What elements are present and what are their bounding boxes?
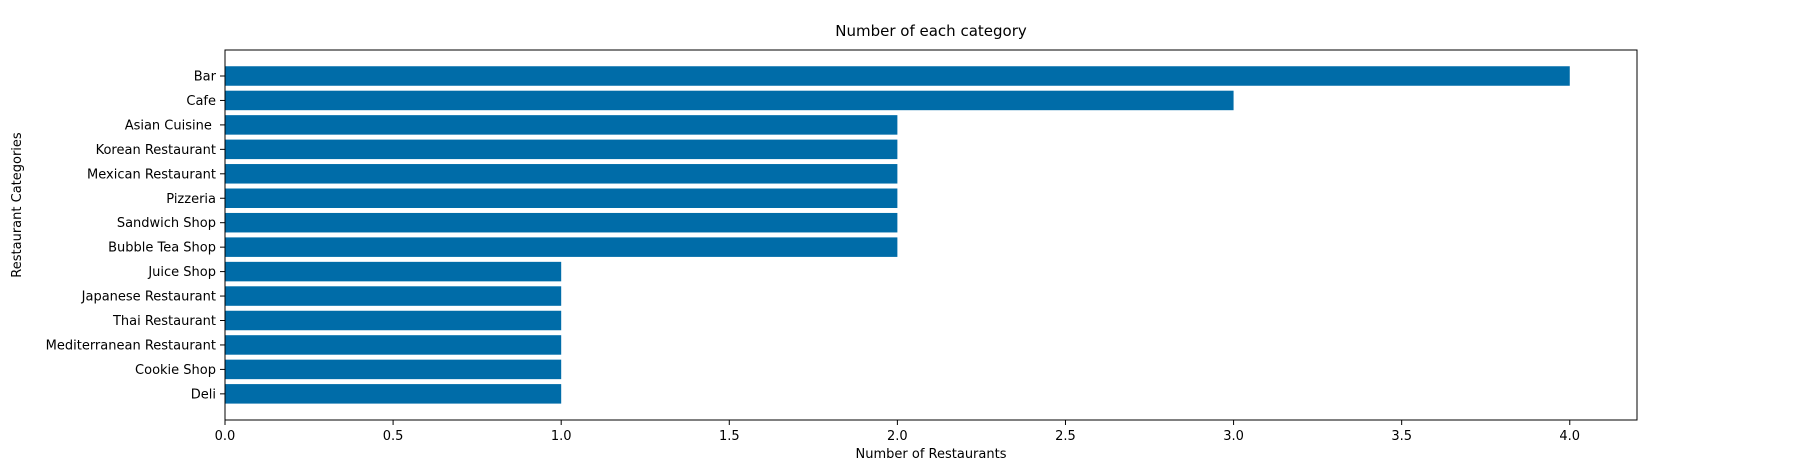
x-axis-label: Number of Restaurants [856,447,1007,462]
plot-frame [224,49,1638,421]
y-axis-label: Restaurant Categories [10,132,25,278]
bar-pizzeria [225,188,898,208]
bar-korean-restaurant [225,139,898,160]
bar-thai-restaurant [225,310,562,331]
x-tick-label: 3.5 [1391,429,1412,444]
bar-mexican-restaurant [225,164,898,184]
x-tick-label: 2.5 [1055,429,1076,444]
y-tick-labels-group: Bar Cafe Asian Cuisine Korean Restaurant Me… [46,70,225,402]
bar-deli [225,384,562,404]
bar-mediterranean-restaurant [225,335,562,355]
y-tick-label: Pizzeria [166,192,216,207]
bar-japanese-restaurant [225,286,562,306]
bar-cookie-shop [225,359,562,380]
y-tick-label: Asian Cuisine [125,118,216,133]
bar-cafe [225,90,1234,111]
y-tick-label: Korean Restaurant [96,143,216,158]
y-tick-label: Sandwich Shop [117,216,216,231]
x-tick-label: 1.0 [551,429,572,444]
y-tick-label: Deli [191,387,216,402]
x-tick-label: 4.0 [1559,429,1580,444]
chart-title: Number of each category [835,22,1027,40]
y-tick-label: Mexican Restaurant [87,167,216,182]
x-tick-label: 1.5 [719,429,740,444]
x-tick-label: 2.0 [887,429,908,444]
x-ticks-group: 0.0 0.5 1.0 1.5 2.0 2.5 3.0 3.5 4.0 [215,420,1580,444]
y-tick-label: Japanese Restaurant [81,290,216,305]
y-tick-label: Juice Shop [147,265,216,280]
y-tick-label: Mediterranean Restaurant [46,338,216,353]
bar-asian-cuisine [225,115,898,135]
bar-sandwich-shop [225,212,898,233]
y-tick-label: Cafe [186,94,216,109]
bar-bubble-tea-shop [225,237,898,257]
x-tick-label: 0.5 [383,429,404,444]
bar-juice-shop [225,261,562,282]
y-tick-label: Cookie Shop [135,363,216,378]
x-tick-label: 3.0 [1223,429,1244,444]
x-tick-label: 0.0 [215,429,236,444]
y-tick-label: Bubble Tea Shop [108,241,216,256]
y-tick-label: Thai Restaurant [112,314,216,329]
bar-bar [225,66,1570,86]
bars-group [225,66,1570,404]
y-tick-label: Bar [194,70,217,85]
